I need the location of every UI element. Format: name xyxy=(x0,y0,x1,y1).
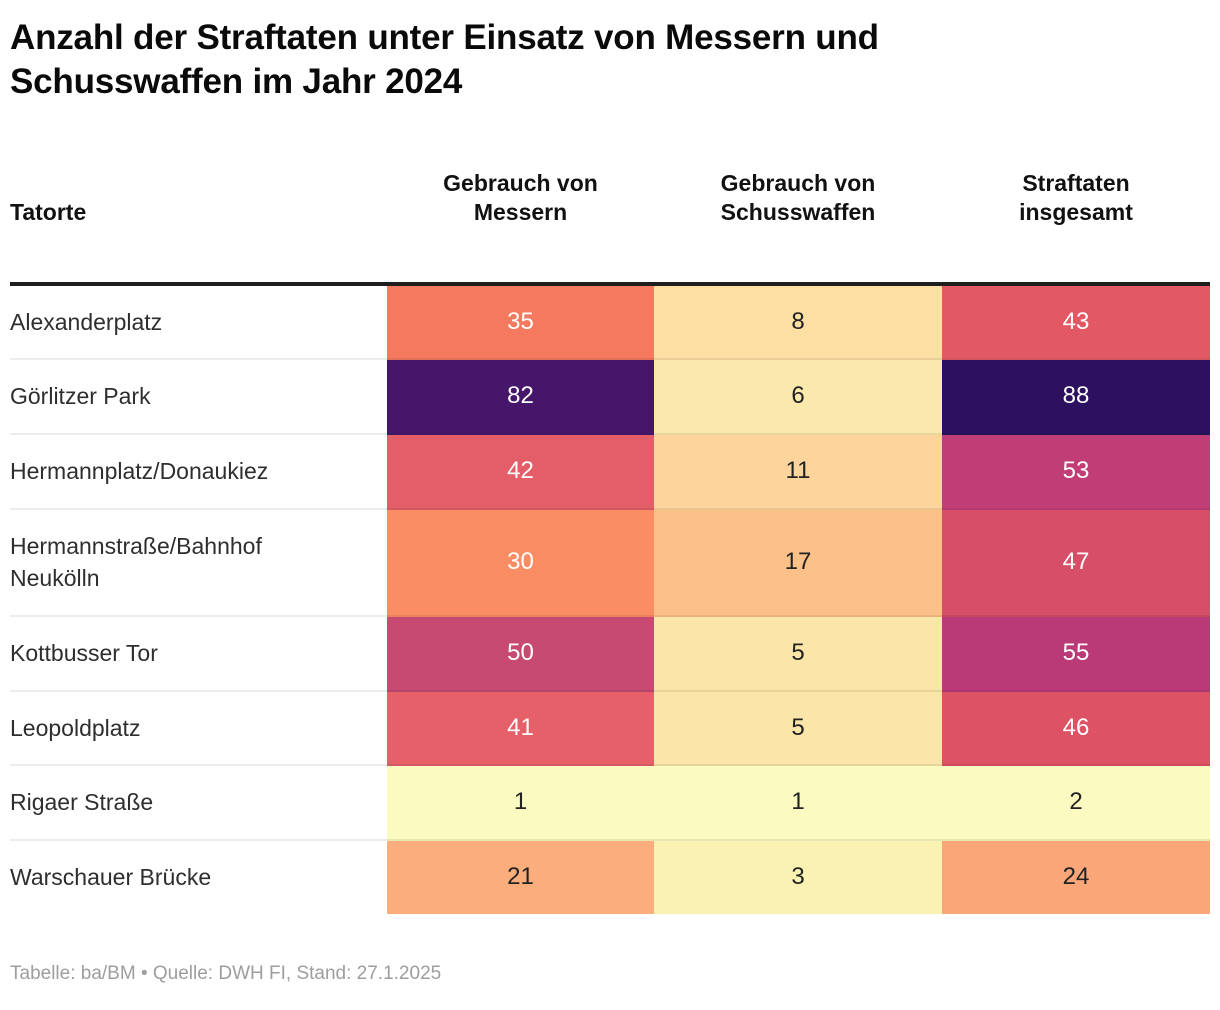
cell-messer: 82 xyxy=(387,360,654,436)
cell-messer: 21 xyxy=(387,841,654,914)
row-label-text: Kottbusser Tor xyxy=(10,640,158,667)
cell-insgesamt: 88 xyxy=(942,360,1210,436)
table-row-leopoldplatz: Leopoldplatz 41 5 46 xyxy=(10,691,1210,767)
cell-insgesamt: 24 xyxy=(942,841,1210,914)
cell-messer: 41 xyxy=(387,691,654,767)
cell-insgesamt: 47 xyxy=(942,509,1210,618)
cell-messer: 50 xyxy=(387,617,654,692)
cell-insgesamt: 46 xyxy=(942,691,1210,767)
row-label-text: Hermannstraße/Bahnhof Neukölln xyxy=(10,532,262,592)
row-label-text: Hermannplatz/Donaukiez xyxy=(10,458,269,485)
cell-schusswaffen: 5 xyxy=(654,691,942,767)
row-label-text: Alexanderplatz xyxy=(10,308,163,335)
row-label: Rigaer Straße xyxy=(10,766,387,841)
table-row-warschauer-bruecke: Warschauer Brücke 21 3 24 xyxy=(10,841,1210,914)
cell-insgesamt: 2 xyxy=(942,766,1210,841)
row-label: Warschauer Brücke xyxy=(10,841,387,914)
row-label-text: Görlitzer Park xyxy=(10,383,151,410)
cell-insgesamt: 53 xyxy=(942,435,1210,510)
cell-messer: 30 xyxy=(387,509,654,618)
column-header-label: Straftaten insgesamt xyxy=(1019,169,1133,226)
row-label: Leopoldplatz xyxy=(10,691,387,767)
column-header-insgesamt: Straftaten insgesamt xyxy=(942,169,1210,286)
cell-messer: 42 xyxy=(387,435,654,510)
table-row-goerlitzer-park: Görlitzer Park 82 6 88 xyxy=(10,360,1210,436)
cell-messer: 1 xyxy=(387,766,654,841)
source-credit: Tabelle: ba/BM • Quelle: DWH FI, Stand: … xyxy=(10,962,442,984)
column-header-schusswaffen: Gebrauch von Schusswaffen xyxy=(654,169,942,286)
row-label: Alexanderplatz xyxy=(10,285,387,361)
row-label: Hermannplatz/Donaukiez xyxy=(10,435,387,510)
table-row-hermannplatz-donaukiez: Hermannplatz/Donaukiez 42 11 53 xyxy=(10,435,1210,510)
cell-schusswaffen: 3 xyxy=(654,841,942,914)
table-row-kottbusser-tor: Kottbusser Tor 50 5 55 xyxy=(10,617,1210,692)
cell-insgesamt: 43 xyxy=(942,285,1210,361)
row-label-text: Leopoldplatz xyxy=(10,714,141,741)
cell-schusswaffen: 5 xyxy=(654,617,942,692)
table-row-alexanderplatz: Alexanderplatz 35 8 43 xyxy=(10,285,1210,361)
cell-schusswaffen: 1 xyxy=(654,766,942,841)
cell-schusswaffen: 17 xyxy=(654,509,942,618)
table-body: Alexanderplatz 35 8 43 Görlitzer Park 82… xyxy=(10,285,1210,914)
row-label-text: Warschauer Brücke xyxy=(10,864,212,890)
table-row-hermannstrasse-bahnhof-neukoelln: Hermannstraße/Bahnhof Neukölln 30 17 47 xyxy=(10,509,1210,618)
column-header-label: Gebrauch von Messern xyxy=(443,169,598,226)
column-header-label: Gebrauch von Schusswaffen xyxy=(720,169,876,226)
chart-title: Anzahl der Straftaten unter Einsatz von … xyxy=(10,18,879,102)
column-header-label: Tatorte xyxy=(10,199,87,226)
row-label-text: Rigaer Straße xyxy=(10,789,154,816)
row-label: Kottbusser Tor xyxy=(10,617,387,692)
column-header-tatorte: Tatorte xyxy=(10,169,387,286)
cell-schusswaffen: 6 xyxy=(654,360,942,436)
cell-messer: 35 xyxy=(387,285,654,361)
column-header-messer: Gebrauch von Messern xyxy=(387,169,654,286)
row-label: Görlitzer Park xyxy=(10,360,387,436)
table-header: Tatorte Gebrauch von Messern Gebrauch vo… xyxy=(10,169,1210,286)
row-label: Hermannstraße/Bahnhof Neukölln xyxy=(10,509,387,618)
heatmap-table: Tatorte Gebrauch von Messern Gebrauch vo… xyxy=(10,169,1210,914)
cell-schusswaffen: 11 xyxy=(654,435,942,510)
cell-insgesamt: 55 xyxy=(942,617,1210,692)
table-row-rigaer-strasse: Rigaer Straße 1 1 2 xyxy=(10,766,1210,841)
cell-schusswaffen: 8 xyxy=(654,285,942,361)
